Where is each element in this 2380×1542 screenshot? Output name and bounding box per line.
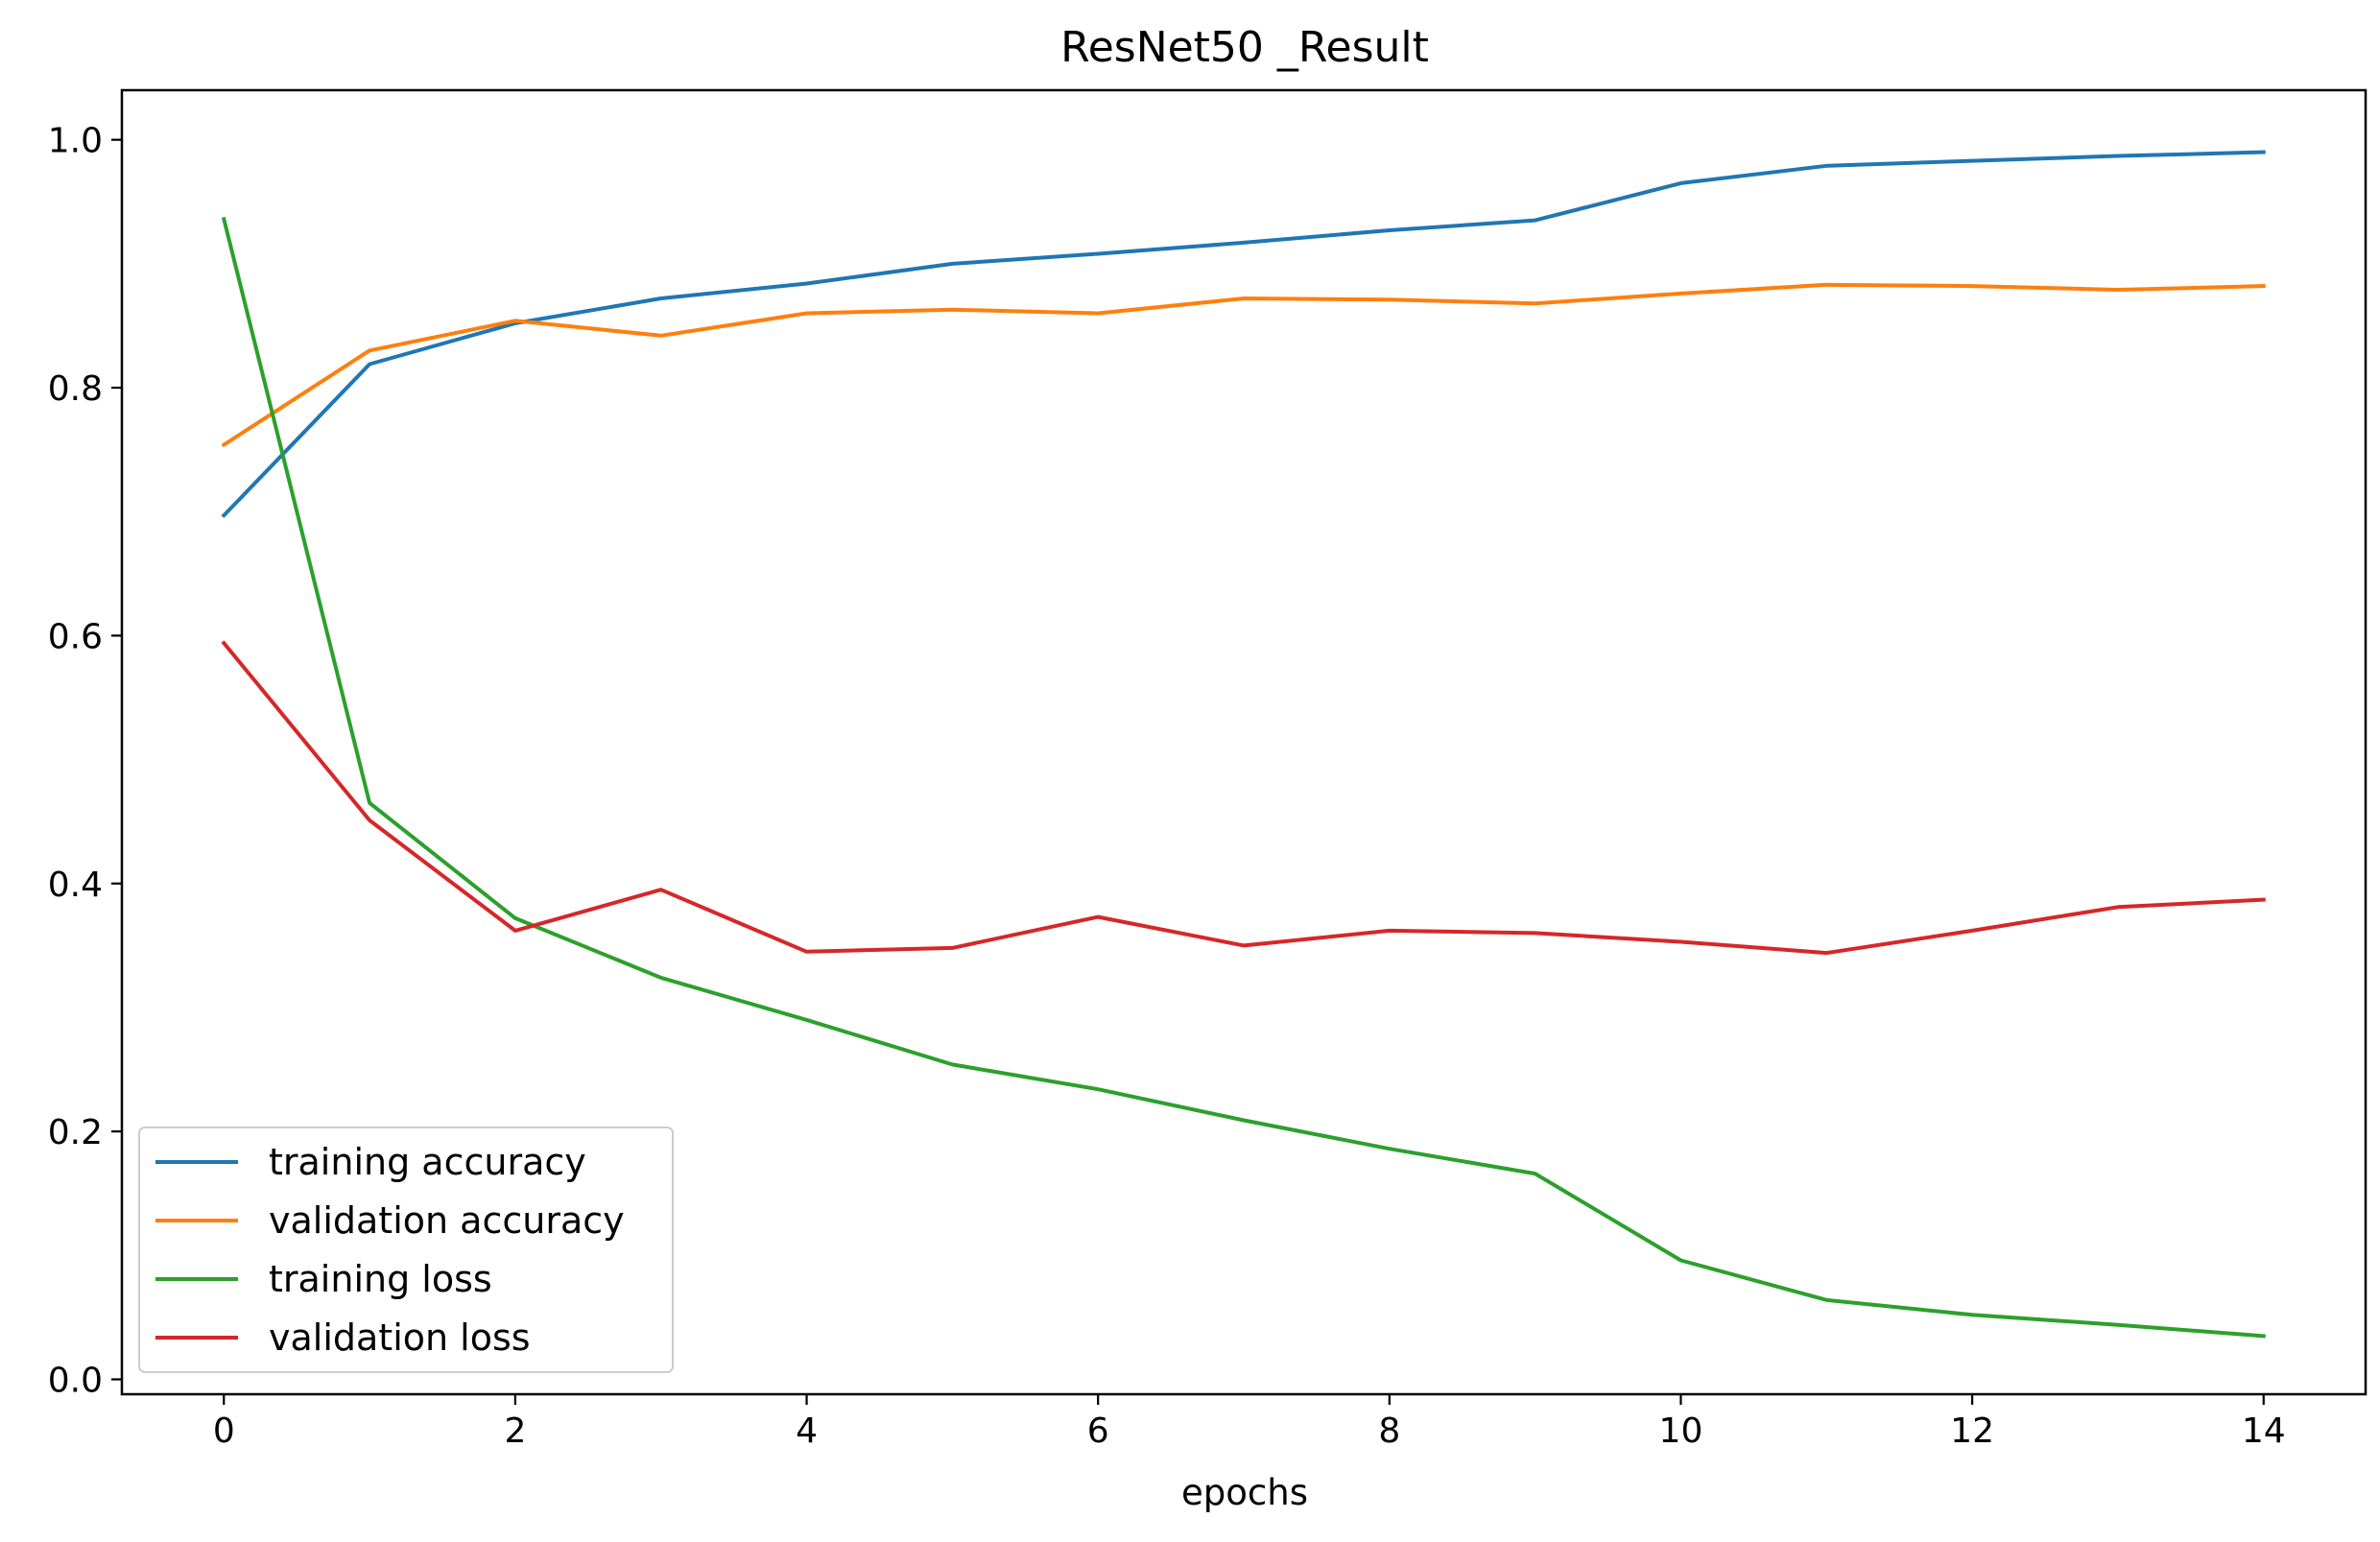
legend-label-training-accuracy: training accuracy [269,1141,586,1183]
series-line-training-loss [221,216,2266,1339]
chart-title: ResNet50 _Result [1060,23,1429,72]
series-lines [221,150,2266,1339]
legend: training accuracy validation accuracy trai… [138,1127,674,1373]
x-tick-label: 14 [2242,1412,2286,1451]
y-tick-label: 0.4 [48,866,103,905]
plot-frame [120,88,2368,1396]
series-line-validation-loss [221,640,2266,956]
x-tick-label: 12 [1950,1412,1994,1451]
x-tick-label: 6 [1087,1412,1109,1451]
x-axis: 0 2 4 6 8 10 12 14 [213,1394,2286,1451]
x-axis-label: epochs [1181,1472,1308,1513]
y-tick-label: 0.6 [48,617,103,656]
y-tick-label: 0.2 [48,1113,103,1152]
y-tick-label: 1.0 [48,122,103,161]
y-tick-label: 0.8 [48,369,103,409]
legend-label-validation-loss: validation loss [269,1317,531,1359]
x-tick-label: 4 [796,1412,818,1451]
series-line-validation-accuracy [221,282,2266,448]
legend-label-training-loss: training loss [269,1258,492,1300]
x-tick-label: 10 [1659,1412,1703,1451]
x-tick-label: 2 [504,1412,526,1451]
y-tick-label: 0.0 [48,1361,103,1400]
x-tick-label: 0 [213,1412,235,1451]
y-axis: 0.0 0.2 0.4 0.6 0.8 1.0 [48,122,122,1400]
plot-area [120,88,2368,1396]
x-tick-label: 8 [1378,1412,1400,1451]
legend-label-validation-accuracy: validation accuracy [269,1199,625,1242]
series-line-training-accuracy [221,150,2266,518]
legend-box [138,1127,674,1373]
